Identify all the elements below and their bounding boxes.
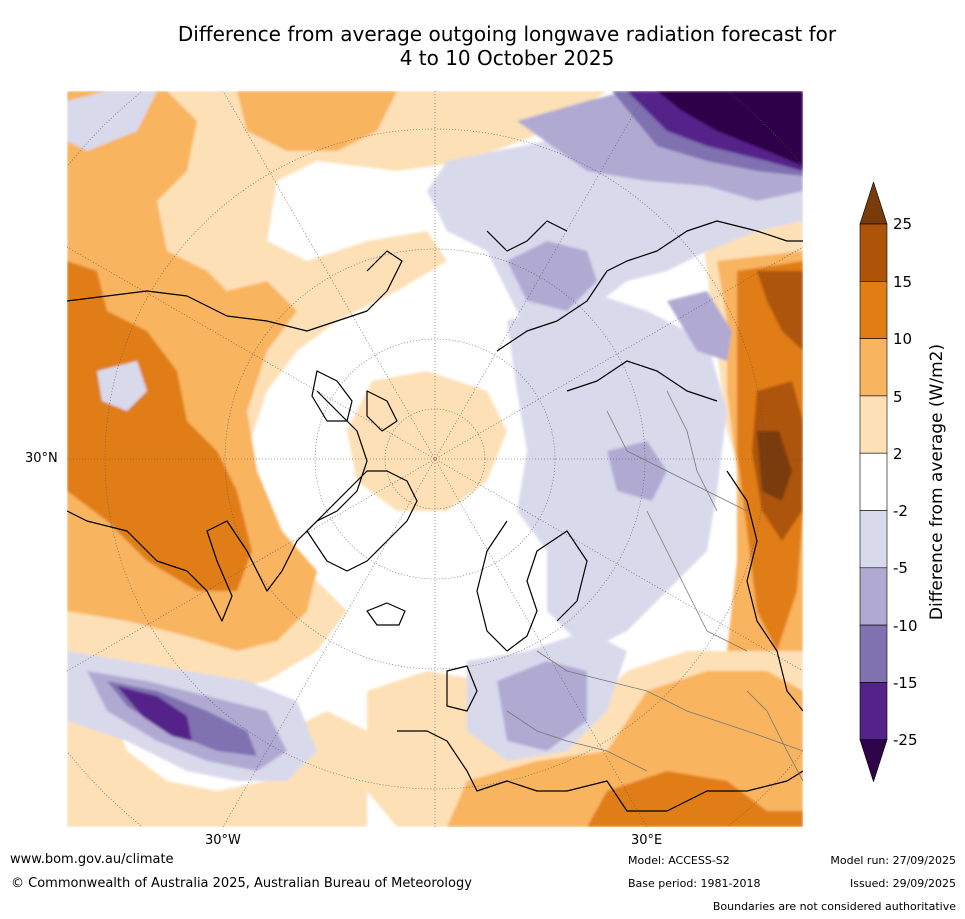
anomaly-region: [237, 91, 397, 151]
model-run-info: Model run: 27/09/2025: [830, 854, 956, 867]
map-svg: [67, 91, 803, 827]
colorbar-tick-label: -25: [893, 731, 918, 749]
graticule: [67, 91, 803, 827]
meridian-line: [222, 91, 648, 827]
colorbar-tick-label: -10: [893, 617, 918, 635]
anomaly-region: [117, 686, 192, 741]
colorbar-tick-label: 25: [893, 215, 913, 233]
chart-title-line1: Difference from average outgoing longwav…: [177, 22, 837, 46]
meridian-line: [67, 246, 803, 672]
latitude-circle: [224, 248, 646, 670]
colorbar-band: [859, 624, 888, 683]
colorbar-tick-label: 10: [893, 330, 913, 348]
colorbar-title: Difference from average (W/m2): [927, 343, 947, 621]
chart-title: Difference from average outgoing longwav…: [0, 22, 965, 70]
coastline: [397, 730, 803, 812]
anomaly-region: [587, 771, 803, 827]
colorbar-tick-label: -2: [893, 502, 908, 520]
colorbar-tick-label: 15: [893, 273, 913, 291]
colorbar-band: [859, 452, 888, 511]
border-line: [536, 650, 803, 752]
anomaly-region: [757, 431, 792, 501]
coastline: [366, 390, 398, 432]
anomaly-region: [67, 91, 157, 151]
longitude-label-30w: 30°W: [205, 833, 241, 848]
border-line: [746, 690, 803, 782]
country-borders: [506, 390, 803, 782]
olr-anomaly-map: [67, 91, 803, 827]
latitude-circle: [104, 128, 766, 790]
website-link[interactable]: www.bom.gov.au/climate: [10, 852, 174, 867]
colorbar-tick-label: -15: [893, 674, 918, 692]
colorbar-extend-max: [859, 181, 888, 225]
coastline: [311, 370, 353, 422]
anomaly-region: [97, 361, 147, 411]
colorbar-band: [859, 338, 888, 397]
border-line: [666, 390, 718, 512]
latitude-label-30n: 30°N: [25, 451, 58, 466]
anomaly-shading: [67, 91, 803, 827]
colorbar-tick-label: 5: [893, 388, 903, 406]
issued-date: Issued: 29/09/2025: [849, 877, 956, 890]
meridian-line: [222, 91, 648, 827]
meridian-line: [67, 246, 803, 672]
colorbar-band: [859, 567, 888, 626]
longitude-label-30e: 30°E: [631, 833, 663, 848]
colorbar-band: [859, 281, 888, 339]
coastline: [67, 250, 403, 332]
colorbar-band: [859, 510, 888, 569]
anomaly-region: [757, 271, 803, 351]
model-info: Model: ACCESS-S2: [628, 854, 730, 867]
coastline: [726, 470, 803, 712]
colorbar-svg: [859, 181, 888, 783]
anomaly-region: [67, 691, 367, 827]
coastline: [486, 220, 568, 252]
coastline: [496, 220, 803, 352]
colorbar-band: [859, 223, 888, 282]
coastline: [306, 470, 418, 572]
colorbar-tick-label: 2: [893, 445, 903, 463]
anomaly-region: [347, 371, 507, 511]
colorbar-extend-min: [859, 739, 888, 783]
colorbar-band: [859, 395, 888, 454]
border-line: [606, 410, 748, 512]
anomaly-region: [607, 441, 667, 501]
border-line: [646, 510, 748, 652]
coastline: [446, 665, 478, 712]
boundaries-disclaimer: Boundaries are not considered authoritat…: [712, 900, 956, 913]
latitude-circle: [314, 338, 556, 580]
copyright-notice: © Commonwealth of Australia 2025, Austra…: [11, 876, 472, 891]
colorbar: [855, 181, 965, 783]
anomaly-region: [67, 261, 107, 321]
coastline: [566, 360, 718, 402]
anomaly-region: [667, 291, 732, 361]
coastline: [476, 520, 588, 652]
colorbar-tick-label: -5: [893, 559, 908, 577]
border-line: [506, 710, 648, 772]
anomaly-region: [67, 291, 252, 591]
anomaly-region: [507, 241, 597, 311]
anomaly-region: [657, 91, 803, 166]
base-period-info: Base period: 1981-2018: [628, 877, 761, 890]
coastlines: [67, 220, 803, 812]
chart-title-line2: 4 to 10 October 2025: [399, 46, 615, 70]
coastline: [366, 602, 406, 626]
colorbar-band: [859, 682, 888, 740]
